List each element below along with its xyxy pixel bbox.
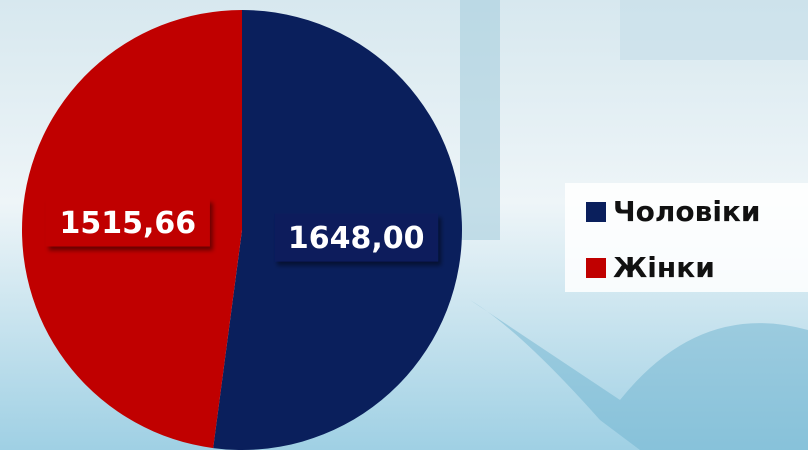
background-shape <box>460 0 500 240</box>
data-label: 1648,00 <box>274 214 438 262</box>
legend-swatch <box>586 202 606 222</box>
background-shape <box>620 0 808 60</box>
data-label-text: 1515,66 <box>60 206 197 241</box>
legend-label: Жінки <box>613 251 715 284</box>
chart: 1648,00 1515,66 Чоловіки Жінки <box>0 0 808 450</box>
data-label-text: 1648,00 <box>288 221 425 256</box>
legend-swatch <box>586 258 606 278</box>
legend-label: Чоловіки <box>613 195 761 228</box>
page: 1648,001515,66 ЧоловікиЖінки (() => { co… <box>0 0 808 450</box>
data-label: 1515,66 <box>46 198 210 246</box>
pie: 1648,00 1515,66 <box>22 10 462 450</box>
